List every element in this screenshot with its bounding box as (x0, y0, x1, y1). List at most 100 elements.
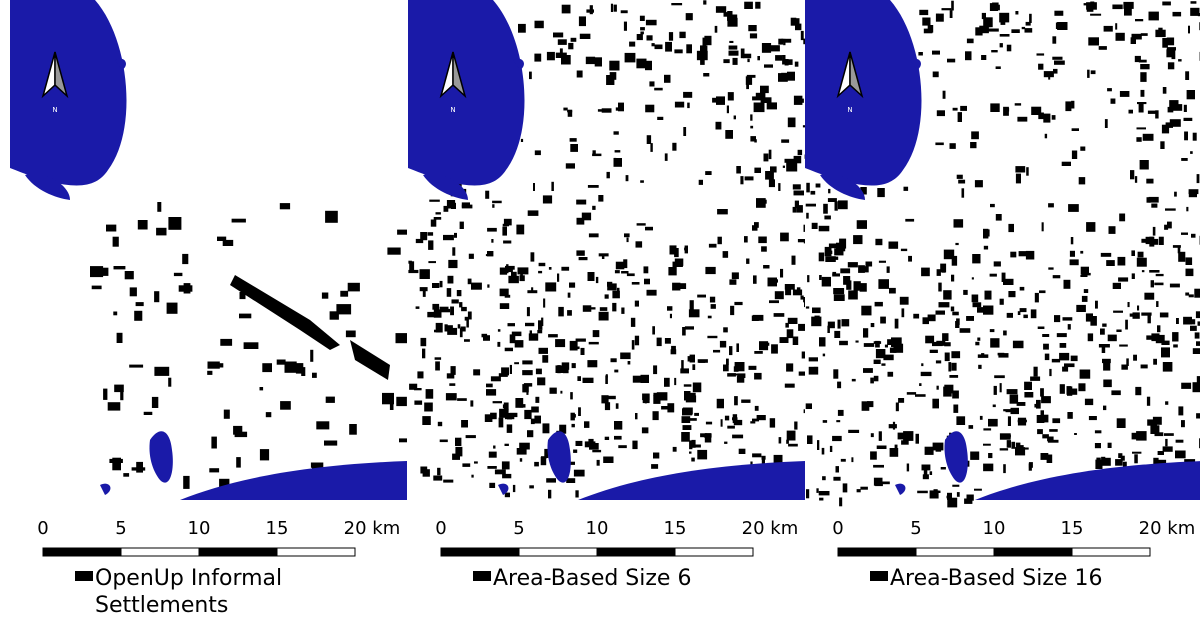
settlement-blob (1047, 437, 1054, 442)
settlement-blob (770, 45, 780, 51)
settlement-blob (348, 283, 360, 292)
settlement-blob (144, 412, 153, 415)
settlement-blob (387, 248, 400, 255)
settlement-blob (535, 150, 541, 155)
settlement-blob (956, 318, 960, 325)
settlement-blob (1000, 383, 1002, 392)
settlement-blob (1045, 134, 1047, 139)
settlement-blob (316, 421, 329, 429)
settlement-blob (652, 43, 655, 46)
settlement-blob (982, 13, 986, 19)
settlement-blob (840, 268, 850, 273)
settlement-blob (432, 283, 439, 288)
settlement-blob (1026, 167, 1029, 176)
settlement-blob (965, 51, 972, 60)
settlement-blob (861, 306, 871, 316)
settlement-blob (492, 204, 494, 208)
settlement-blob (860, 487, 868, 490)
settlement-blob (1064, 280, 1071, 289)
scale-label: 5 (115, 518, 126, 539)
settlement-blob (301, 367, 305, 376)
settlement-blob (123, 473, 129, 477)
settlement-blob (1007, 313, 1013, 318)
settlement-blob (607, 283, 617, 290)
settlement-blob (788, 118, 796, 128)
settlement-blob (848, 262, 858, 267)
settlement-blob (801, 31, 804, 40)
settlement-blob (486, 254, 493, 256)
settlement-blob (665, 338, 671, 344)
settlement-blob (1163, 87, 1167, 94)
settlement-blob (1059, 353, 1069, 361)
settlement-blob (1095, 443, 1101, 448)
settlement-blob (650, 143, 652, 152)
settlement-blob (114, 385, 124, 393)
settlement-blob (1024, 392, 1033, 398)
settlement-blob (485, 191, 489, 199)
settlement-blob (816, 184, 821, 188)
settlement-blob (753, 315, 764, 321)
settlement-blob (531, 407, 539, 413)
settlement-blob (635, 413, 638, 419)
settlement-blob (816, 488, 818, 493)
settlement-blob (556, 365, 567, 373)
lake (408, 0, 525, 186)
settlement-blob (502, 474, 511, 478)
settlement-blob (521, 139, 523, 142)
settlement-blob (836, 466, 840, 472)
scale-bar-segment (916, 548, 994, 556)
settlement-blob (969, 425, 974, 429)
settlement-blob (785, 284, 795, 290)
lake (805, 0, 922, 186)
settlement-blob (468, 279, 472, 285)
settlement-blob (518, 267, 529, 274)
settlement-blob (614, 5, 617, 12)
settlement-blob (746, 76, 752, 85)
settlement-blob (835, 201, 838, 210)
settlement-blob (551, 182, 554, 191)
settlement-blob (570, 144, 578, 152)
settlement-blob (157, 202, 161, 212)
settlement-blob (570, 138, 577, 142)
scale-label: 0 (435, 518, 446, 539)
settlement-blob (606, 75, 614, 85)
settlement-blob (686, 44, 692, 53)
settlement-blob (1038, 113, 1044, 120)
settlement-blob (687, 103, 690, 109)
settlement-blob (815, 316, 820, 326)
settlement-blob (690, 355, 695, 363)
settlement-blob (546, 478, 556, 482)
settlement-blob (1144, 293, 1154, 300)
settlement-blob (1003, 464, 1006, 473)
settlement-blob (152, 397, 158, 408)
settlement-blob (1042, 334, 1049, 337)
settlement-blob (674, 49, 682, 53)
settlement-blob (726, 359, 729, 365)
settlement-blob (1034, 367, 1038, 377)
settlement-blob (382, 393, 394, 404)
settlement-blob (531, 287, 533, 291)
settlement-blob (1131, 250, 1135, 256)
settlement-blob (843, 276, 850, 285)
settlement-blob (729, 46, 738, 50)
settlement-blob (907, 464, 909, 472)
settlement-blob (734, 116, 736, 120)
settlement-blob (767, 102, 777, 109)
settlement-blob (586, 57, 595, 64)
settlement-blob (822, 476, 826, 480)
settlement-blob (1167, 47, 1176, 50)
settlement-blob (1167, 38, 1174, 46)
settlement-blob (791, 18, 797, 26)
settlement-blob (938, 283, 941, 292)
settlement-blob (154, 367, 169, 376)
settlement-blob (499, 418, 504, 428)
settlement-blob (644, 279, 650, 285)
settlement-blob (431, 220, 437, 227)
settlement-blob (576, 200, 586, 205)
settlement-blob (1099, 46, 1107, 50)
settlement-blob (562, 5, 571, 14)
settlement-blob (285, 362, 297, 373)
settlement-blob (756, 198, 766, 208)
settlement-blob (657, 338, 662, 347)
settlement-blob (311, 463, 323, 468)
